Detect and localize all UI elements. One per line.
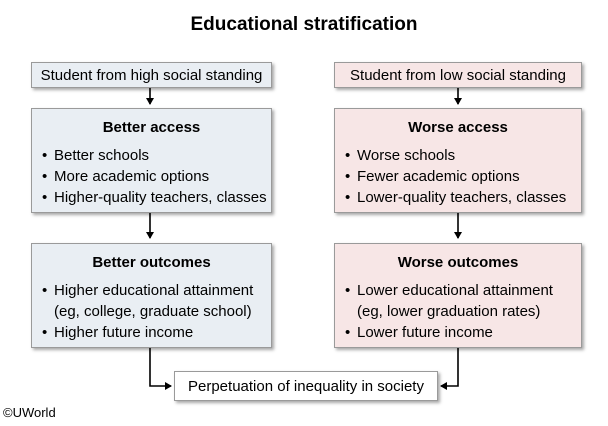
right-outcomes-title: Worse outcomes (397, 254, 519, 271)
result-label: Perpetuation of inequality in society (188, 377, 424, 395)
list-item: Lower educational attainment (335, 280, 581, 301)
right-outcomes-box: Worse outcomes Lower educational attainm… (334, 243, 582, 348)
right-outcomes-list: Lower educational attainment (eg, lower … (335, 280, 581, 343)
diagram-title: Educational stratification (190, 14, 418, 35)
list-item: Higher educational attainment (32, 280, 271, 301)
right-header-box: Student from low social standing (334, 62, 582, 88)
list-item: Higher-quality teachers, classes (32, 187, 271, 208)
left-access-title: Better access (102, 119, 201, 136)
list-item-text: (eg, college, graduate school) (54, 303, 252, 320)
list-item: Higher future income (32, 322, 271, 343)
right-access-title: Worse access (408, 119, 508, 136)
arrow-left-outcomes-to-result (149, 348, 172, 390)
arrow-right-outcomes-to-result (440, 348, 459, 390)
list-item-text: (eg, lower graduation rates) (357, 303, 541, 320)
right-access-box: Worse access Worse schools Fewer academi… (334, 108, 582, 213)
list-item: Lower future income (335, 322, 581, 343)
left-access-box: Better access Better schools More academ… (31, 108, 272, 213)
left-outcomes-box: Better outcomes Higher educational attai… (31, 243, 272, 348)
left-header-label: Student from high social standing (40, 66, 263, 84)
left-outcomes-title: Better outcomes (92, 254, 211, 271)
left-header-box: Student from high social standing (31, 62, 272, 88)
list-item: More academic options (32, 166, 271, 187)
list-item: Worse schools (335, 145, 581, 166)
right-header-label: Student from low social standing (350, 66, 566, 84)
left-access-list: Better schools More academic options Hig… (32, 145, 271, 208)
result-box: Perpetuation of inequality in society (174, 371, 438, 401)
copyright-text: ©UWorld (3, 405, 56, 420)
list-item: Lower-quality teachers, classes (335, 187, 581, 208)
list-item: Better schools (32, 145, 271, 166)
left-outcomes-list: Higher educational attainment (eg, colle… (32, 280, 271, 343)
list-item: Fewer academic options (335, 166, 581, 187)
list-item-continuation: (eg, college, graduate school) (32, 301, 271, 322)
list-item-continuation: (eg, lower graduation rates) (335, 301, 581, 322)
right-access-list: Worse schools Fewer academic options Low… (335, 145, 581, 208)
